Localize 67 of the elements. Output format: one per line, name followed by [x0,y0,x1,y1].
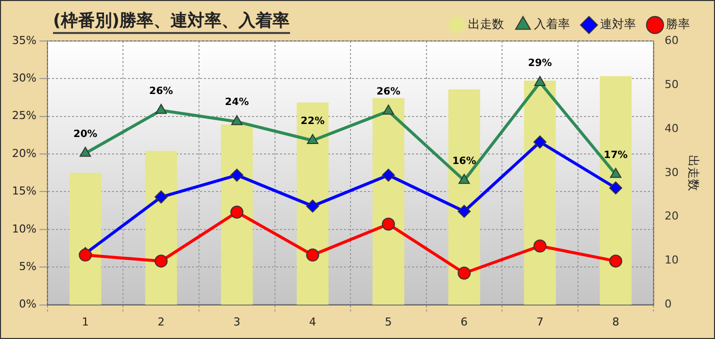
point [230,206,244,219]
data-label: 29% [528,58,552,70]
x-tick-label: 2 [158,315,165,328]
point [458,266,471,280]
x-tick-label: 4 [309,315,316,328]
point [458,204,471,218]
point [154,254,168,268]
data-label: 26% [376,86,400,98]
bar [220,124,253,305]
bar [600,76,632,305]
x-tick-label: 6 [460,315,468,328]
y2-axis-title: 出走数 [686,154,701,191]
point [382,218,395,231]
point [458,174,470,184]
y2-tick-label: 30 [664,166,679,179]
y2-tick-label: 40 [664,122,679,135]
x-tick-label: 7 [536,315,544,328]
bar [69,172,102,305]
y2-tick-label: 50 [664,78,679,91]
point [609,254,622,268]
point [80,146,92,157]
point [306,134,318,144]
data-label: 26% [149,86,174,97]
y2-tick-label: 0 [664,298,672,311]
bar [296,102,329,305]
data-label: 17% [604,150,628,161]
bar [372,98,404,305]
point [533,240,546,253]
y-tick-label: 20% [12,146,36,160]
data-label: 16% [452,156,476,168]
point [230,168,244,182]
data-label: 20% [73,128,98,140]
y-tick-label: 25% [12,109,36,122]
legend-label: 連対率 [600,17,636,32]
y2-tick-label: 60 [664,34,679,47]
chart-title: (枠番別)勝率、連対率、入着率 [53,9,290,34]
point [154,190,168,204]
point [382,104,394,115]
point [610,168,622,178]
y2-tick-label: 20 [664,210,679,223]
y2-tick-label: 10 [664,254,679,267]
y-tick-label: 10% [12,222,36,236]
y-tick-label: 35% [12,34,36,47]
point [231,115,243,126]
point [382,168,395,182]
y-tick-label: 30% [12,72,36,85]
bar [524,80,556,305]
point [534,76,546,86]
data-label: 24% [224,97,249,108]
y-tick-label: 0% [18,298,36,311]
x-tick-label: 3 [233,315,240,328]
bar [145,150,178,305]
x-tick-label: 5 [384,315,392,328]
data-label: 22% [300,116,325,128]
point [306,200,320,213]
point [609,181,622,194]
legend-label: 出走数 [468,17,504,32]
x-tick-label: 1 [82,315,89,328]
legend-label: 勝率 [666,17,690,32]
legend-label: 入着率 [534,17,570,32]
point [155,104,167,114]
point [533,136,546,148]
x-tick-label: 8 [612,315,620,328]
point [306,248,320,262]
y-tick-label: 15% [12,184,36,198]
bar [448,89,480,305]
y-tick-label: 5% [18,260,36,273]
